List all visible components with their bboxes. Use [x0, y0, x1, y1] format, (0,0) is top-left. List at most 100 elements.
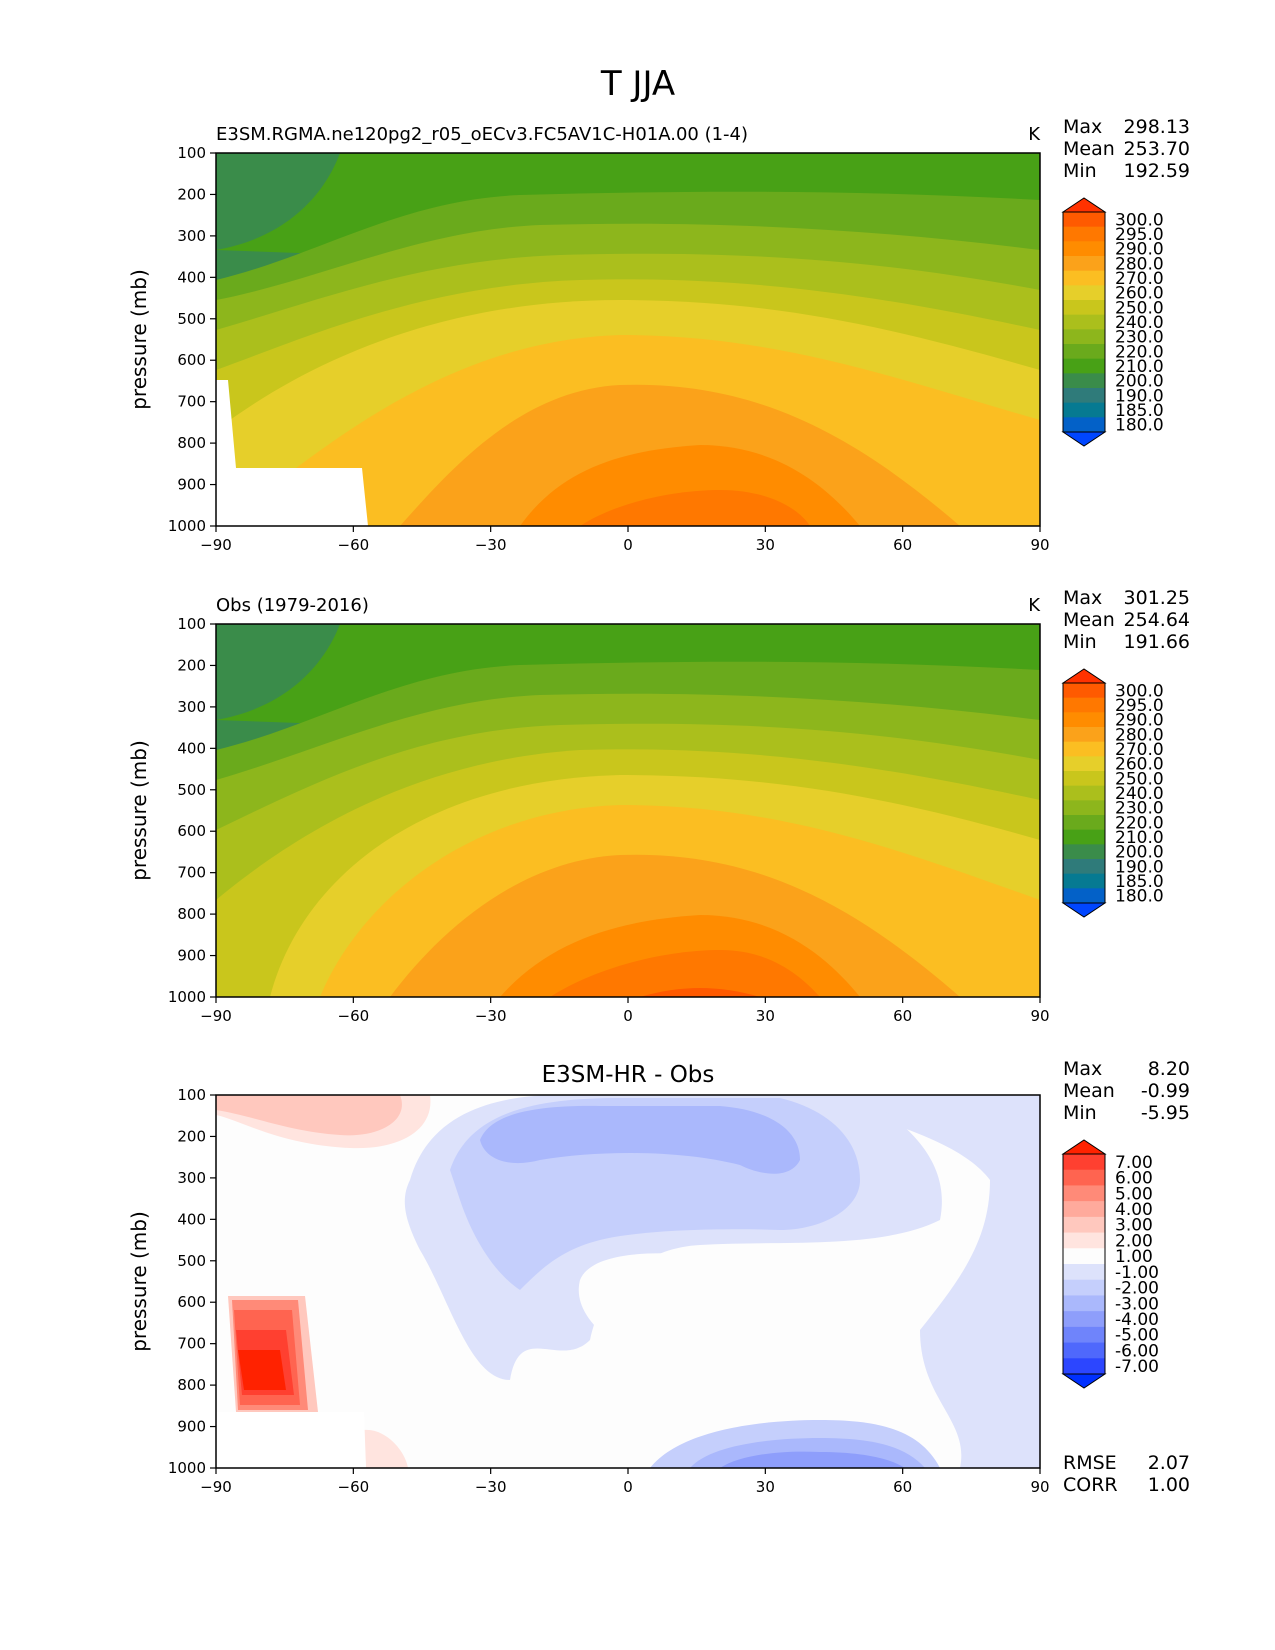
x-tick-label: 90: [1030, 1478, 1049, 1496]
metric-label: RMSE: [1063, 1452, 1117, 1474]
colorbar-label: 260.0: [1115, 284, 1164, 304]
colorbar-swatch: [1063, 373, 1105, 389]
y-tick-label: 500: [177, 1252, 206, 1270]
stat-value: -0.99: [1141, 1080, 1190, 1102]
y-tick-label: 600: [177, 351, 206, 369]
stat-label: Min: [1063, 160, 1097, 182]
panel-diff: E3SM-HR - Obs: [215, 1062, 1041, 1469]
colorbar-swatch: [1063, 256, 1105, 272]
colorbar-swatch: [1063, 212, 1105, 228]
stat-value: 301.25: [1124, 587, 1190, 609]
colorbar-label: -1.00: [1115, 1263, 1159, 1283]
y-tick-label: 900: [177, 947, 206, 965]
band-298: [550, 950, 820, 997]
panel-obs-contours: [216, 624, 1040, 997]
colorbar-label: 300.0: [1115, 681, 1164, 701]
y-tick-label: 100: [177, 1086, 206, 1104]
x-tick-label: −90: [200, 536, 232, 554]
axes-layer: −90 −60 −30 0 30 60 90100200300400500600700800…: [127, 144, 1050, 1496]
y-axis-label: pressure (mb): [127, 740, 151, 881]
colorbar-swatch: [1063, 1185, 1105, 1202]
x-tick-label: 30: [756, 1007, 775, 1025]
colorbar-extend-max: [1061, 1139, 1107, 1155]
colorbar-swatch: [1063, 402, 1105, 418]
colorbar-label: 6.00: [1115, 1169, 1153, 1189]
y-tick-label: 700: [177, 393, 206, 411]
panel-model-contours: [216, 153, 1040, 526]
colorbar-label: -3.00: [1115, 1294, 1159, 1314]
colorbar-label: 300.0: [1115, 210, 1164, 230]
mask-topography: [216, 1412, 366, 1468]
stat-label: Mean: [1063, 138, 1115, 160]
x-tick-label: 90: [1030, 1007, 1049, 1025]
panel-diff-contours: [216, 1095, 1040, 1468]
y-tick-label: 400: [177, 1210, 206, 1228]
colorbar-label: 4.00: [1115, 1200, 1153, 1220]
colorbar-swatch: [1063, 697, 1105, 713]
colorbar-label: 220.0: [1115, 342, 1164, 362]
colorbar-swatch: [1063, 888, 1105, 904]
panel-obs-label: Obs (1979-2016): [216, 595, 369, 616]
y-tick-label: 800: [177, 1376, 206, 1394]
colorbar-label: 230.0: [1115, 799, 1164, 819]
colorbar-swatch: [1063, 1358, 1105, 1375]
colorbar-swatch: [1063, 727, 1105, 743]
colorbar-swatch: [1063, 1311, 1105, 1328]
band-white-hole: [578, 1253, 744, 1351]
colorbar-swatch: [1063, 358, 1105, 374]
colorbar-label: 240.0: [1115, 313, 1164, 333]
x-tick-label: −30: [475, 1007, 507, 1025]
y-axis-label: pressure (mb): [127, 269, 151, 410]
colorbar-label: 180.0: [1115, 416, 1164, 436]
colorbar-label: 290.0: [1115, 240, 1164, 260]
colorbar-swatch: [1063, 344, 1105, 360]
colorbar-label: 1.00: [1115, 1247, 1153, 1267]
band-white-hole-2: [810, 1270, 885, 1411]
colorbar-label: 7.00: [1115, 1153, 1153, 1173]
panel-obs-units: K: [1028, 595, 1041, 616]
panel-diff-title: E3SM-HR - Obs: [542, 1062, 715, 1088]
y-tick-label: 300: [177, 1169, 206, 1187]
x-tick-label: 60: [893, 1478, 912, 1496]
band-pos-anom-5: [238, 1350, 286, 1390]
colorbar-label: 230.0: [1115, 328, 1164, 348]
colorbar-label: 250.0: [1115, 298, 1164, 318]
y-tick-label: 400: [177, 739, 206, 757]
x-tick-label: −60: [338, 1007, 370, 1025]
colorbar-label: -7.00: [1115, 1357, 1159, 1377]
colorbar-swatch: [1063, 1201, 1105, 1218]
colorbar-label: 5.00: [1115, 1184, 1153, 1204]
colorbar-swatch: [1063, 1232, 1105, 1249]
colorbar-swatch: [1063, 771, 1105, 787]
colorbar-label: 180.0: [1115, 887, 1164, 907]
y-tick-label: 600: [177, 822, 206, 840]
colorbar-label: 280.0: [1115, 725, 1164, 745]
band-pos-2: [216, 1095, 402, 1136]
colorbar-label: 240.0: [1115, 784, 1164, 804]
metric-value: 1.00: [1148, 1474, 1190, 1496]
colorbar-swatch: [1063, 785, 1105, 801]
colorbar-swatch: [1063, 1169, 1105, 1186]
colorbar-swatch: [1063, 285, 1105, 301]
colorbar-label: 210.0: [1115, 357, 1164, 377]
metric-label: CORR: [1063, 1474, 1118, 1496]
stat-label: Min: [1063, 631, 1097, 653]
colorbar-swatch: [1063, 388, 1105, 404]
colorbar-swatch: [1063, 815, 1105, 831]
y-tick-label: 300: [177, 698, 206, 716]
y-tick-label: 100: [177, 615, 206, 633]
colorbar-extend-min: [1061, 431, 1107, 447]
band-neg-bottom-3: [720, 1451, 905, 1468]
panel-model-label: E3SM.RGMA.ne120pg2_r05_oECv3.FC5AV1C-H01…: [216, 124, 748, 145]
y-tick-label: 500: [177, 310, 206, 328]
y-tick-label: 100: [177, 144, 206, 162]
colorbar-swatch: [1063, 683, 1105, 699]
colorbar-label: -6.00: [1115, 1341, 1159, 1361]
colorbar-swatch: [1063, 226, 1105, 242]
stat-value: 298.13: [1124, 116, 1190, 138]
stat-value: 191.66: [1124, 631, 1190, 653]
colorbar-swatch: [1063, 1295, 1105, 1312]
colorbar-swatch: [1063, 859, 1105, 875]
colorbar-label: 270.0: [1115, 740, 1164, 760]
colorbar-label: 260.0: [1115, 755, 1164, 775]
